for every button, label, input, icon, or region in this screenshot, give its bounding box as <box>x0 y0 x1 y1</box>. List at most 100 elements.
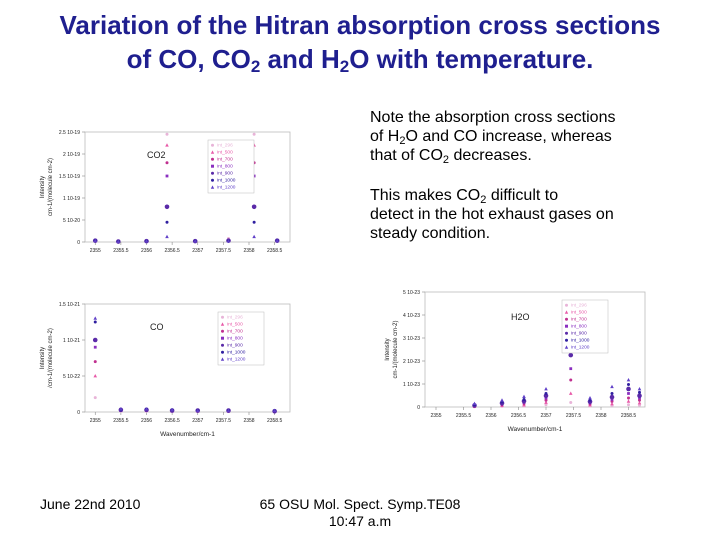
legend-entry: int_296 <box>571 303 587 309</box>
data-point <box>544 398 548 402</box>
data-point <box>93 345 97 349</box>
data-point <box>522 394 526 399</box>
legend-entry: int_1000 <box>217 178 236 184</box>
data-point <box>638 403 641 407</box>
data-point <box>170 407 174 412</box>
note1-line3: that of CO2 decreases. <box>370 147 532 166</box>
x-tick-label: 2355.5 <box>113 418 129 424</box>
data-point <box>252 132 256 136</box>
data-point <box>165 143 169 147</box>
x-tick-label: 2357.5 <box>216 418 232 424</box>
y-axis-label: Intensity <box>40 176 46 198</box>
legend-marker <box>564 345 569 349</box>
legend-entry: int_500 <box>227 322 243 328</box>
data-point <box>144 239 149 243</box>
legend-entry: int_296 <box>217 143 233 149</box>
y-tick-label: 4 10-23 <box>403 313 420 319</box>
x-tick-label: 2356.5 <box>164 248 180 254</box>
note2-line2: detect in the hot exhaust gases on <box>370 206 614 223</box>
footer-conference: 65 OSU Mol. Spect. Symp.TE08 10:47 a.m <box>250 496 470 530</box>
data-point <box>165 220 169 224</box>
legend-marker <box>221 336 224 340</box>
y-tick-label: 0 <box>77 240 80 246</box>
note2-line1: This makes CO2 difficult to <box>370 187 559 206</box>
x-tick-label: 2355.5 <box>456 413 472 419</box>
data-point <box>568 352 574 358</box>
y-axis-label: Intensity <box>40 347 46 369</box>
legend-box <box>217 311 265 366</box>
data-point <box>626 399 631 403</box>
x-tick-label: 2357 <box>192 418 203 424</box>
data-point <box>569 400 573 404</box>
x-tick-label: 2356 <box>485 413 496 419</box>
legend-entry: int_1000 <box>571 338 590 344</box>
data-point <box>500 398 504 402</box>
y-tick-label: 2 10-23 <box>403 359 420 365</box>
legend: int_296int_500int_700int_800int_900int_1… <box>561 299 609 354</box>
note1-line2: of H2O and CO increase, whereas <box>370 128 612 147</box>
data-point <box>275 238 279 243</box>
legend-marker <box>211 143 214 147</box>
data-point <box>252 234 256 239</box>
chart-svg: 1.5 10-21 1 10-21 5 10-22 0 2355 2355.5 2356 23… <box>40 302 291 438</box>
legend-marker <box>564 310 569 314</box>
data-point <box>626 386 631 392</box>
y-tick-label: 5 10-20 <box>63 218 80 224</box>
data-point <box>637 393 642 399</box>
data-point <box>543 393 549 399</box>
data-point <box>93 360 97 364</box>
legend-entry: int_1200 <box>217 185 236 191</box>
data-point <box>165 234 169 239</box>
data-point <box>544 386 548 391</box>
legend: int_296int_500int_700int_800int_900int_1… <box>217 311 265 366</box>
x-axis-label: Wavenumber/cm-1 <box>508 426 563 433</box>
x-tick-label: 2358.5 <box>267 418 283 424</box>
footer-conference-line1: 65 OSU Mol. Spect. Symp.TE08 <box>259 496 461 512</box>
y-tick-label: 3 10-23 <box>403 336 420 342</box>
x-tick-label: 2357 <box>192 248 203 254</box>
legend-marker <box>221 350 224 354</box>
data-point <box>193 239 197 243</box>
y-axis-label-units: cm-1/(molecule cm-2) <box>48 158 54 216</box>
chart-svg: 5 10-23 4 10-23 3 10-23 2 10-23 1 10-23 0 2355… <box>385 290 646 433</box>
data-point <box>626 377 631 382</box>
y-tick-label: 0 <box>417 405 420 411</box>
data-point <box>116 239 121 243</box>
data-point <box>638 390 641 394</box>
data-point <box>637 400 642 405</box>
data-point <box>165 174 169 178</box>
note-cross-sections: Note the absorption cross sections of H2… <box>370 108 710 166</box>
legend-entry: int_800 <box>571 324 587 330</box>
legend-entry: int_296 <box>227 315 243 321</box>
note2-line3: steady condition. <box>370 225 491 242</box>
legend-entry: int_700 <box>217 157 233 163</box>
y-tick-label: 5 10-22 <box>63 374 80 380</box>
x-tick-label: 2357.5 <box>216 248 232 254</box>
legend-entry: int_900 <box>217 171 233 177</box>
y-tick-label: 2.5 10-19 <box>59 130 80 136</box>
y-axis-label-units: /cm-1/(molecule cm-2) <box>48 328 54 388</box>
molecule-label: CO <box>150 322 164 332</box>
legend-marker <box>221 343 224 347</box>
x-tick-label: 2358.5 <box>621 413 637 419</box>
plot-frame <box>424 291 646 408</box>
x-tick-label: 2356.5 <box>511 413 527 419</box>
y-tick-label: 1.5 10-21 <box>59 302 80 308</box>
data-point <box>588 395 592 400</box>
molecule-label: H2O <box>511 312 530 322</box>
data-point <box>588 398 592 402</box>
data-point <box>637 386 642 391</box>
data-point <box>610 384 614 389</box>
x-tick-label: 2355 <box>90 248 101 254</box>
x-tick-label: 2356 <box>141 248 152 254</box>
y-tick-label: 5 10-23 <box>403 290 420 296</box>
data-point <box>226 239 231 243</box>
legend-marker <box>221 329 224 333</box>
legend-marker <box>565 338 568 342</box>
data-point <box>568 391 573 395</box>
x-axis-label: Wavenumber/cm-1 <box>160 431 215 438</box>
legend-entry: int_700 <box>571 317 587 323</box>
data-point <box>251 204 257 210</box>
slide-title: Variation of the Hitran absorption cross… <box>0 8 720 76</box>
legend-marker <box>220 357 225 361</box>
